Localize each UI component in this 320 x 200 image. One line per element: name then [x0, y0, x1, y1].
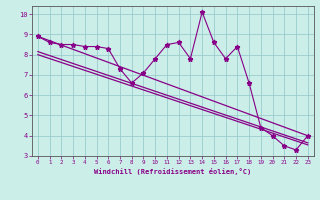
X-axis label: Windchill (Refroidissement éolien,°C): Windchill (Refroidissement éolien,°C) — [94, 168, 252, 175]
